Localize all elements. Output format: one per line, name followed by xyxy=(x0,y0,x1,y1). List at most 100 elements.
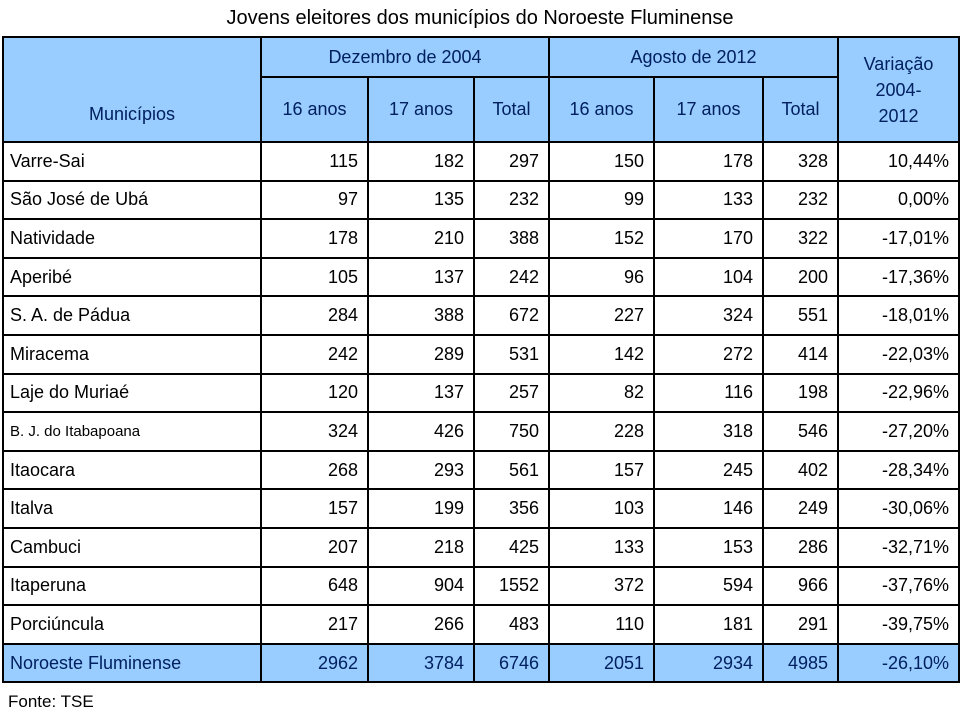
variation-value: -27,20% xyxy=(837,411,960,452)
count-value: 356 xyxy=(473,488,550,529)
count-value: 266 xyxy=(367,604,475,645)
count-value: 372 xyxy=(548,565,655,607)
variation-value: -39,75% xyxy=(837,604,960,645)
count-value: 153 xyxy=(653,526,764,568)
count-value: 6746 xyxy=(473,642,550,684)
count-value: 268 xyxy=(260,449,369,491)
count-value: 750 xyxy=(473,411,550,452)
col-header-total-2004: Total xyxy=(473,76,550,143)
variation-value: -17,36% xyxy=(837,256,960,298)
count-value: 289 xyxy=(367,333,475,375)
variation-value: -28,34% xyxy=(837,449,960,491)
table-row: Aperibé 105 137 242 96 104 200 -17,36% xyxy=(2,256,960,298)
municipality-name: São José de Ubá xyxy=(2,179,262,221)
variation-value: -18,01% xyxy=(837,295,960,336)
count-value: 257 xyxy=(473,372,550,414)
count-value: 120 xyxy=(260,372,369,414)
col-header-variacao: Variação 2004- 2012 xyxy=(837,36,960,143)
count-value: 672 xyxy=(473,295,550,336)
table-body: Varre-Sai 115 182 297 150 178 328 10,44% São Jos… xyxy=(2,141,960,684)
variacao-line-2: 2004- xyxy=(875,79,922,100)
page-title: Jovens eleitores dos municípios do Noroe… xyxy=(226,7,734,29)
variation-value: -30,06% xyxy=(837,488,960,529)
count-value: 272 xyxy=(653,333,764,375)
count-value: 157 xyxy=(548,449,655,491)
municipality-name: Noroeste Fluminense xyxy=(2,642,262,684)
col-header-total-2012: Total xyxy=(762,76,839,143)
count-value: 146 xyxy=(653,488,764,529)
variation-value: 10,44% xyxy=(837,141,960,182)
variation-value: -37,76% xyxy=(837,565,960,607)
count-value: 414 xyxy=(762,333,839,375)
municipality-name: Miracema xyxy=(2,333,262,375)
header-row-groups: Municípios Dezembro de 2004 Agosto de 20… xyxy=(2,36,960,143)
count-value: 82 xyxy=(548,372,655,414)
municipality-name: Cambuci xyxy=(2,526,262,568)
count-value: 232 xyxy=(762,179,839,221)
count-value: 110 xyxy=(548,604,655,645)
count-value: 245 xyxy=(653,449,764,491)
municipality-name: Itaocara xyxy=(2,449,262,491)
municipality-name: Varre-Sai xyxy=(2,141,262,182)
count-value: 104 xyxy=(653,256,764,298)
count-value: 232 xyxy=(473,179,550,221)
count-value: 322 xyxy=(762,218,839,259)
municipality-name: Aperibé xyxy=(2,256,262,298)
municipality-name: S. A. de Pádua xyxy=(2,295,262,336)
count-value: 133 xyxy=(653,179,764,221)
variacao-line-1: Variação xyxy=(863,53,934,74)
count-value: 293 xyxy=(367,449,475,491)
table-row: São José de Ubá 97 135 232 99 133 232 0,00% xyxy=(2,179,960,221)
table-row: Natividade 178 210 388 152 170 322 -17,01% xyxy=(2,218,960,259)
count-value: 178 xyxy=(653,141,764,182)
count-value: 96 xyxy=(548,256,655,298)
table-row: S. A. de Pádua 284 388 672 227 324 551 -18,01% xyxy=(2,295,960,336)
count-value: 133 xyxy=(548,526,655,568)
count-value: 242 xyxy=(473,256,550,298)
count-value: 249 xyxy=(762,488,839,529)
count-value: 2934 xyxy=(653,642,764,684)
count-value: 388 xyxy=(367,295,475,336)
variation-value: -32,71% xyxy=(837,526,960,568)
count-value: 181 xyxy=(653,604,764,645)
count-value: 402 xyxy=(762,449,839,491)
count-value: 561 xyxy=(473,449,550,491)
source-note: Fonte: TSE xyxy=(8,692,94,712)
count-value: 286 xyxy=(762,526,839,568)
count-value: 152 xyxy=(548,218,655,259)
count-value: 297 xyxy=(473,141,550,182)
count-value: 103 xyxy=(548,488,655,529)
count-value: 318 xyxy=(653,411,764,452)
header-row-sub: 16 anos 17 anos Total 16 anos 17 anos To… xyxy=(3,76,959,143)
count-value: 227 xyxy=(548,295,655,336)
count-value: 648 xyxy=(260,565,369,607)
count-value: 200 xyxy=(762,256,839,298)
municipality-name: Italva xyxy=(2,488,262,529)
count-value: 2962 xyxy=(260,642,369,684)
count-value: 2051 xyxy=(548,642,655,684)
voters-table: Municípios Dezembro de 2004 Agosto de 20… xyxy=(2,36,960,684)
count-value: 388 xyxy=(473,218,550,259)
count-value: 142 xyxy=(548,333,655,375)
variation-value: 0,00% xyxy=(837,179,960,221)
count-value: 116 xyxy=(653,372,764,414)
count-value: 178 xyxy=(260,218,369,259)
table-row: Laje do Muriaé 120 137 257 82 116 198 -22,96% xyxy=(2,372,960,414)
col-header-municipios: Municípios xyxy=(2,36,262,143)
count-value: 242 xyxy=(260,333,369,375)
col-header-16anos-2012: 16 anos xyxy=(548,76,655,143)
col-header-16anos-2004: 16 anos xyxy=(260,76,369,143)
count-value: 4985 xyxy=(762,642,839,684)
col-header-17anos-2004: 17 anos xyxy=(367,76,475,143)
count-value: 904 xyxy=(367,565,475,607)
count-value: 328 xyxy=(762,141,839,182)
count-value: 207 xyxy=(260,526,369,568)
variation-value: -26,10% xyxy=(837,642,960,684)
count-value: 170 xyxy=(653,218,764,259)
table-row: Itaperuna 648 904 1552 372 594 966 -37,76% xyxy=(2,565,960,607)
count-value: 150 xyxy=(548,141,655,182)
table-row: Miracema 242 289 531 142 272 414 -22,03% xyxy=(2,333,960,375)
col-header-group-2012: Agosto de 2012 xyxy=(548,36,839,78)
count-value: 105 xyxy=(260,256,369,298)
